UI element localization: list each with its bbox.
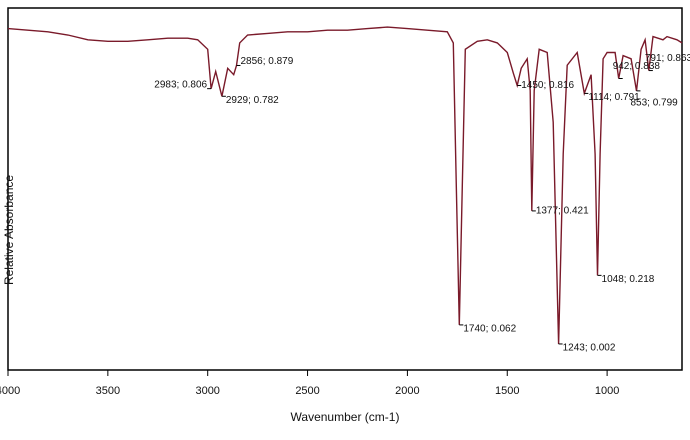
peak-label: 791; 0.863 bbox=[645, 53, 690, 64]
peak-label: 1740; 0.062 bbox=[463, 324, 516, 335]
peak-label: 2856; 0.879 bbox=[240, 56, 293, 67]
x-tick-label: 4000 bbox=[0, 385, 20, 397]
peak-label: 1048; 0.218 bbox=[602, 274, 655, 285]
x-axis-label: Wavenumber (cm-1) bbox=[291, 410, 400, 424]
peak-label: 1114; 0.791 bbox=[588, 92, 640, 103]
x-tick-label: 1000 bbox=[595, 385, 619, 397]
peak-label: 1450; 0.816 bbox=[521, 80, 574, 91]
peak-label: 1243; 0.002 bbox=[563, 343, 616, 354]
peak-label: 2983; 0.806 bbox=[154, 79, 207, 90]
spectrum-line bbox=[7, 26, 683, 345]
x-tick-label: 1500 bbox=[495, 385, 519, 397]
x-tick-label: 2500 bbox=[295, 385, 319, 397]
x-tick-label: 3000 bbox=[195, 385, 219, 397]
x-tick-label: 2000 bbox=[395, 385, 419, 397]
plot-frame bbox=[7, 7, 683, 371]
peak-label: 2929; 0.782 bbox=[226, 95, 279, 106]
peak-label: 1377; 0.421 bbox=[536, 206, 589, 217]
x-tick-label: 3500 bbox=[96, 385, 120, 397]
peak-label: 942; 0.838 bbox=[613, 61, 661, 72]
y-axis-label: Relative Absorbance bbox=[2, 175, 16, 285]
peak-label: 853; 0.799 bbox=[630, 98, 678, 109]
